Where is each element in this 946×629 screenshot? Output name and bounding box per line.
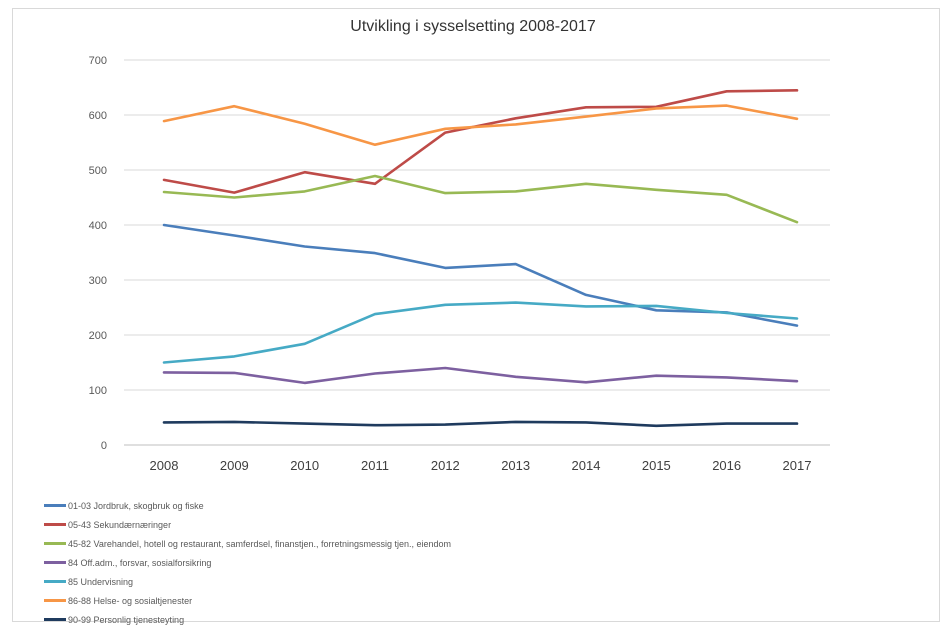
legend-item: 84 Off.adm., forsvar, sosialforsikring	[44, 553, 451, 572]
series-line-4	[162, 366, 799, 385]
series-line-5	[162, 301, 799, 364]
x-tick-label: 2015	[642, 458, 671, 473]
y-tick-label: 700	[89, 55, 107, 67]
legend-label: 45-82 Varehandel, hotell og restaurant, …	[68, 538, 452, 549]
legend-swatch	[44, 561, 66, 564]
x-tick-label: 2011	[361, 458, 389, 473]
y-tick-label: 100	[89, 385, 107, 397]
legend-item: 05-43 Sekundærnæringer	[44, 515, 451, 534]
y-tick-label: 600	[89, 110, 107, 122]
y-tick-label: 300	[89, 275, 107, 287]
series-line-7	[162, 420, 799, 428]
legend-swatch	[44, 580, 66, 583]
y-tick-label: 400	[89, 220, 107, 232]
legend-swatch	[44, 599, 66, 602]
x-tick-label: 2013	[501, 458, 530, 473]
legend-swatch	[44, 542, 66, 545]
legend-item: 90-99 Personlig tjenesteyting	[44, 610, 451, 629]
legend-swatch	[44, 618, 66, 621]
legend-swatch	[44, 504, 66, 507]
series-line-6	[162, 104, 799, 146]
legend-label: 84 Off.adm., forsvar, sosialforsikring	[68, 557, 212, 568]
legend-item: 86-88 Helse- og sosialtjenester	[44, 591, 451, 610]
legend-item: 85 Undervisning	[44, 572, 451, 591]
x-tick-label: 2012	[431, 458, 460, 473]
legend-swatch	[44, 523, 66, 526]
legend-label: 05-43 Sekundærnæringer	[68, 519, 172, 530]
legend-item: 01-03 Jordbruk, skogbruk og fiske	[44, 496, 451, 515]
chart-frame	[12, 8, 940, 622]
legend: 01-03 Jordbruk, skogbruk og fiske 05-43 S…	[44, 496, 451, 629]
legend-label: 85 Undervisning	[68, 576, 134, 587]
series-line-3	[162, 174, 799, 224]
legend-label: 01-03 Jordbruk, skogbruk og fiske	[68, 500, 204, 511]
x-tick-label: 2016	[712, 458, 741, 473]
y-tick-label: 500	[89, 165, 107, 177]
legend-item: 45-82 Varehandel, hotell og restaurant, …	[44, 534, 451, 553]
y-tick-label: 0	[101, 440, 107, 452]
series-line-1	[162, 223, 799, 327]
y-tick-label: 200	[89, 330, 107, 342]
legend-label: 86-88 Helse- og sosialtjenester	[68, 595, 193, 606]
x-tick-label: 2008	[150, 458, 179, 473]
legend-label: 90-99 Personlig tjenesteyting	[68, 614, 185, 625]
chart-title: Utvikling i sysselsetting 2008-2017	[350, 18, 596, 35]
x-tick-label: 2010	[290, 458, 319, 473]
x-tick-label: 2009	[220, 458, 249, 473]
x-tick-label: 2014	[572, 458, 601, 473]
x-tick-label: 2017	[783, 458, 812, 473]
